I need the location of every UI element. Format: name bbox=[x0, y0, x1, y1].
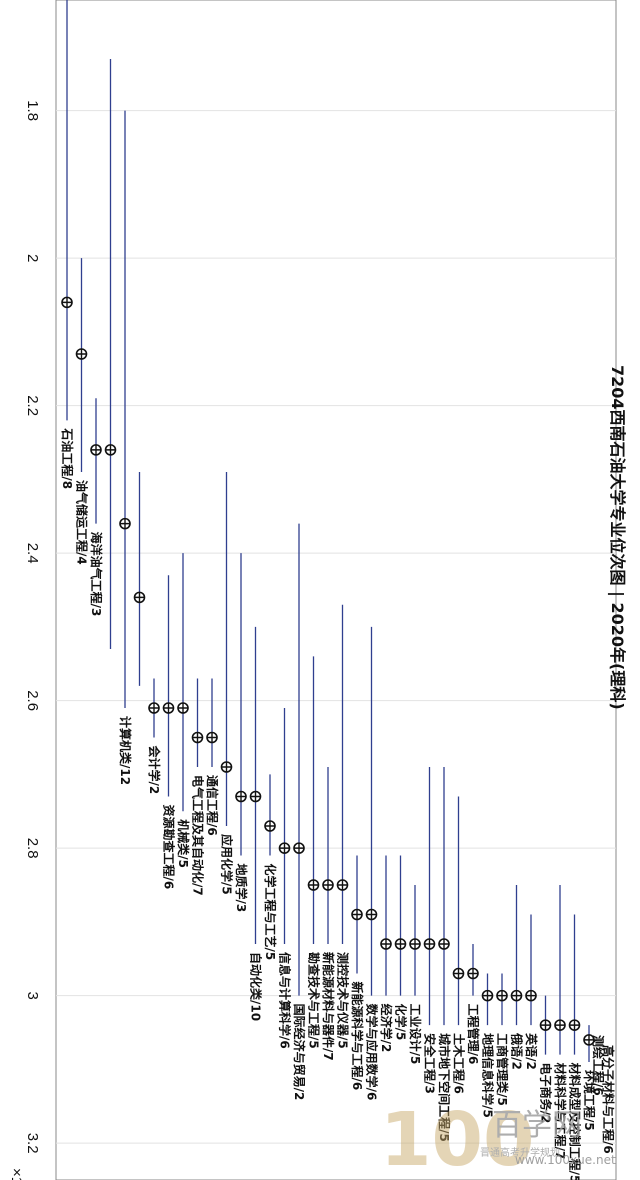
tick-label: 2 bbox=[24, 254, 41, 262]
category-label: 材料成型及控制工程/5 bbox=[568, 1062, 583, 1180]
error-bar-point bbox=[510, 885, 523, 1026]
category-label: 勘查技术与工程/5 bbox=[307, 952, 322, 1049]
gridlines bbox=[56, 110, 616, 1144]
chart-title: 7204西南石油大学专业位次图 | 2020年(理科) bbox=[607, 365, 627, 710]
category-label: 工商管理类/5 bbox=[495, 1033, 510, 1106]
value-axis: 1.8 2 2.2 2.4 2.6 2.8 3 3.2 bbox=[24, 100, 41, 1153]
error-bar-point bbox=[539, 995, 552, 1055]
error-bar-point bbox=[496, 973, 508, 1026]
category-label: 国际经济与贸易/2 bbox=[292, 1004, 307, 1101]
category-label: 高分子材料与工程/6 bbox=[601, 1045, 616, 1154]
error-bar-point bbox=[351, 855, 363, 974]
tick-label: 3 bbox=[24, 991, 41, 999]
error-bar-point bbox=[104, 59, 117, 649]
error-bar-point bbox=[307, 656, 320, 944]
tick-label: 2.8 bbox=[24, 838, 41, 859]
error-bar-point bbox=[191, 678, 204, 767]
watermark-caption: 晋通高考升学规划 bbox=[480, 1146, 560, 1159]
error-bar-point bbox=[380, 855, 392, 996]
error-bar-point bbox=[467, 944, 479, 996]
error-bar-point bbox=[452, 796, 465, 1026]
error-bar-point bbox=[249, 626, 262, 944]
watermark-url: www.100xue.net bbox=[515, 1153, 616, 1167]
tick-label: 3.2 bbox=[24, 1133, 41, 1154]
category-label: 环境工程/5 bbox=[582, 1070, 597, 1131]
category-label: 测绘工程/6 bbox=[591, 1035, 606, 1096]
error-bar-point bbox=[583, 1025, 595, 1062]
category-label: 城市地下空间工程/5 bbox=[437, 1033, 452, 1142]
plot-area bbox=[55, 0, 617, 1180]
error-bar-point bbox=[423, 767, 436, 1026]
error-bar-point bbox=[235, 553, 247, 856]
category-label: 新能源材料与器件/7 bbox=[321, 952, 336, 1061]
tick-label: 2.2 bbox=[24, 395, 41, 416]
category-label: 机械类/5 bbox=[176, 819, 191, 868]
error-bar-point bbox=[481, 973, 494, 1026]
category-label: 化学工程与工艺/5 bbox=[263, 864, 278, 961]
watermark-logo: 100 bbox=[380, 1097, 534, 1180]
category-label: 电气工程及其自动化/7 bbox=[191, 775, 206, 896]
error-bar-point bbox=[394, 855, 407, 996]
error-bar-point bbox=[365, 626, 378, 996]
category-label: 新能源科学与工程/6 bbox=[350, 982, 365, 1091]
category-label: 计算机类/12 bbox=[118, 716, 133, 785]
category-label: 数学与应用数学/6 bbox=[365, 1004, 380, 1101]
category-label: 经济学/2 bbox=[379, 1004, 394, 1053]
category-label: 化学/5 bbox=[394, 1004, 409, 1041]
error-bar-point bbox=[293, 523, 305, 996]
error-bar-point bbox=[162, 575, 175, 797]
tick-label: 1.8 bbox=[24, 100, 41, 121]
category-label: 材料科学与工程/7 bbox=[553, 1062, 568, 1160]
category-label: 俄语/2 bbox=[510, 1032, 525, 1070]
category-label: 通信工程/6 bbox=[205, 775, 220, 836]
error-bar-point bbox=[438, 767, 450, 1026]
error-bar-point bbox=[75, 258, 88, 472]
category-label: 工程管理/6 bbox=[466, 1004, 481, 1065]
category-label: 海洋油气工程/3 bbox=[89, 532, 104, 617]
axis-exponent-label: ×10⁴ bbox=[8, 1168, 25, 1180]
error-bars bbox=[61, 0, 595, 1062]
watermark-name: 百学网 bbox=[492, 1108, 582, 1143]
category-label: 资源勘查工程/6 bbox=[162, 805, 177, 890]
category-label: 会计学/2 bbox=[147, 746, 162, 795]
error-bar-point bbox=[525, 914, 537, 1026]
category-label: 安全工程/3 bbox=[423, 1033, 438, 1094]
watermark: 100 百学网 晋通高考升学规划 www.100xue.net bbox=[380, 1097, 616, 1180]
tick-label: 2.4 bbox=[24, 543, 41, 564]
tick-label: 2.6 bbox=[24, 690, 41, 711]
category-label: 应用化学/5 bbox=[220, 834, 235, 895]
error-bar-point bbox=[568, 914, 581, 1055]
category-label: 土木工程/6 bbox=[452, 1033, 467, 1094]
error-bar-point bbox=[278, 708, 291, 944]
error-bar-point bbox=[133, 472, 146, 686]
category-label: 信息与计算科学/6 bbox=[278, 952, 293, 1049]
error-bar-point bbox=[206, 678, 218, 767]
error-bar-point bbox=[177, 553, 189, 812]
error-bar-point bbox=[220, 472, 233, 826]
category-label: 工业设计/5 bbox=[408, 1004, 423, 1065]
error-bar-point bbox=[554, 885, 566, 1055]
error-bar-point bbox=[336, 604, 349, 944]
category-label: 自动化类/10 bbox=[249, 952, 264, 1021]
category-label: 地质学/3 bbox=[234, 864, 249, 913]
category-label: 英语/2 bbox=[524, 1033, 539, 1070]
category-label: 地理信息科学/5 bbox=[481, 1033, 496, 1118]
category-label: 石油工程/8 bbox=[60, 427, 75, 489]
category-label: 电子商务/2 bbox=[539, 1063, 554, 1124]
error-bar-point bbox=[264, 774, 276, 856]
error-bar-point bbox=[409, 885, 421, 996]
error-bar-point bbox=[61, 0, 73, 421]
error-bar-point bbox=[119, 110, 131, 708]
error-bar-point bbox=[148, 678, 160, 738]
error-bar-point bbox=[322, 767, 334, 944]
category-label: 测控技术与仪器/5 bbox=[336, 952, 351, 1049]
category-label: 油气储运工程/4 bbox=[75, 480, 90, 565]
error-bar-point bbox=[90, 398, 102, 524]
